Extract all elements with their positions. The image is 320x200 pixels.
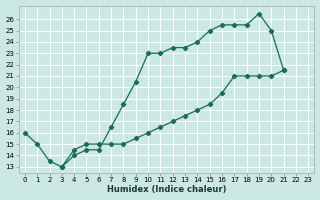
X-axis label: Humidex (Indice chaleur): Humidex (Indice chaleur)	[107, 185, 226, 194]
